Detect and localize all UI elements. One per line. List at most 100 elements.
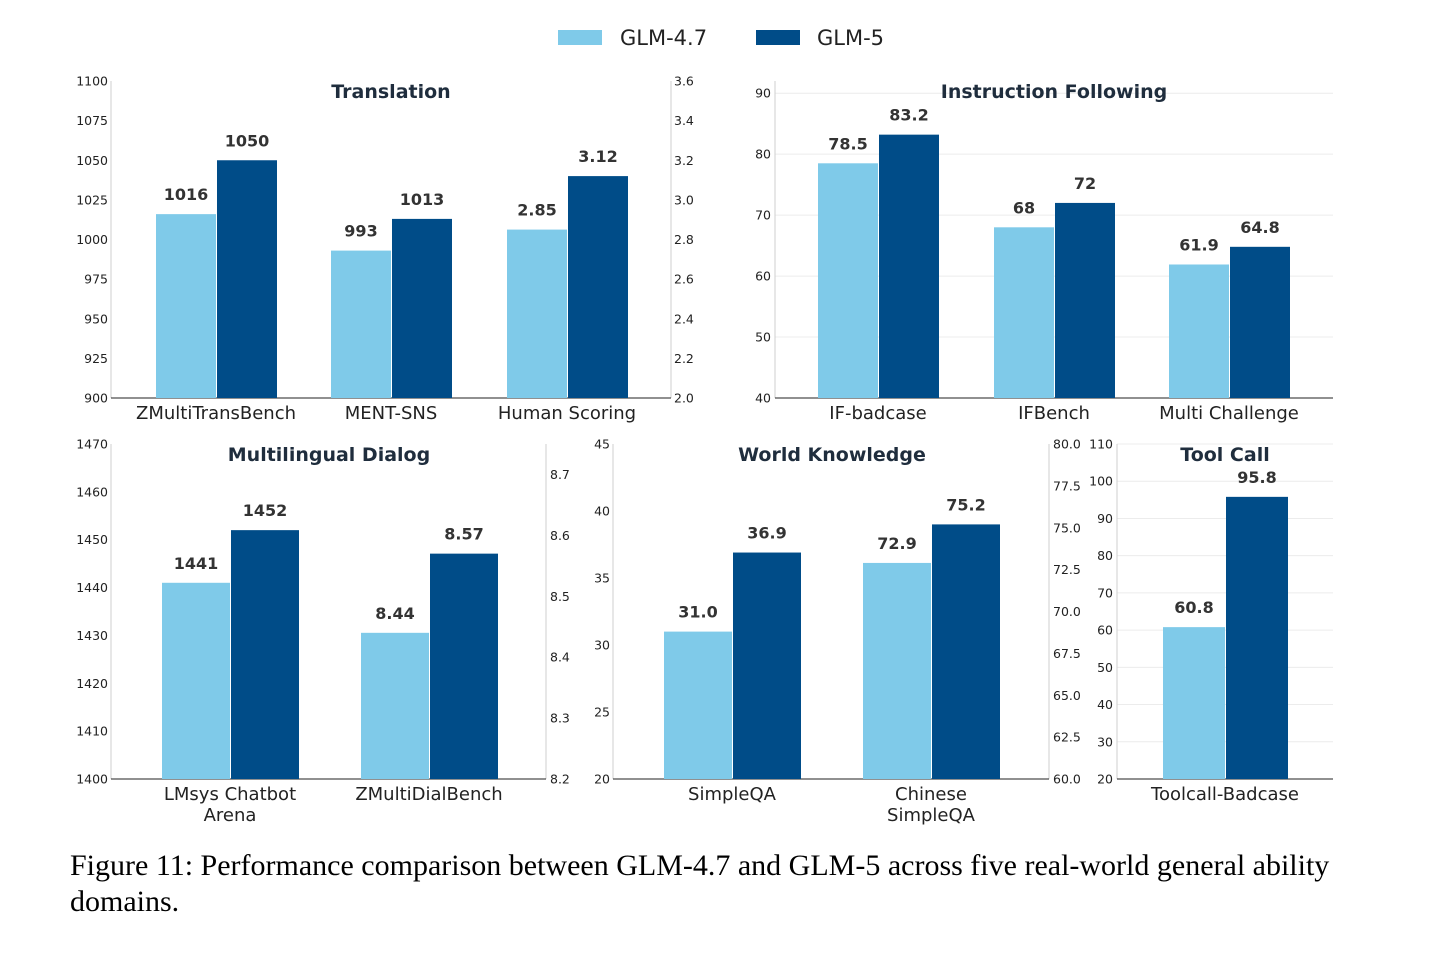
bar-glm-5-1 xyxy=(733,552,801,779)
y-tick-left-4: 50 xyxy=(1097,660,1113,675)
data-label-2-3: 64.8 xyxy=(1240,218,1279,237)
bar-glm-5-1 xyxy=(879,134,939,398)
y-tick-left-8: 90 xyxy=(1097,511,1113,526)
data-label-1-2: 72.9 xyxy=(877,534,916,553)
y-tick-left-4: 1430 xyxy=(76,628,108,643)
bar-glm-5-2 xyxy=(1055,202,1115,398)
y-tick-left-1: 900 xyxy=(84,391,108,406)
category-label-3: Multi Challenge xyxy=(1159,403,1299,424)
chart-panel-4: 20 25 30 35 40 45 60.0 62.5 65.0 67.5 70.0 72.5 75.0… xyxy=(594,437,1081,827)
category-label-3: Human Scoring xyxy=(498,403,636,424)
bar-glm-4-7-2 xyxy=(331,250,391,398)
bar-glm-5-3 xyxy=(568,176,628,398)
bar-glm-5-2 xyxy=(392,218,452,398)
y-tick-left-5: 1000 xyxy=(76,232,108,247)
y-tick-right-4: 2.6 xyxy=(674,272,694,287)
y-tick-right-1: 2.0 xyxy=(674,391,694,406)
y-tick-right-6: 3.0 xyxy=(674,192,694,207)
category-label-1-line-1: LMsys Chatbot xyxy=(164,784,296,805)
data-label-2-2: 1013 xyxy=(400,190,445,209)
legend-label-1: GLM-4.7 xyxy=(620,26,707,50)
y-tick-left-7: 80 xyxy=(1097,548,1113,563)
data-label-1-2: 993 xyxy=(344,222,377,241)
y-tick-left-10: 110 xyxy=(1089,437,1113,452)
y-tick-left-4: 35 xyxy=(594,571,610,586)
data-label-2-1: 95.8 xyxy=(1237,468,1276,487)
bar-glm-4-7-2 xyxy=(863,562,931,779)
bar-glm-4-7-1 xyxy=(664,631,732,779)
chart-panel-2: 40 50 60 70 80 90 Instruction Following 78.5 83.… xyxy=(755,81,1333,424)
y-tick-left-1: 1400 xyxy=(76,772,108,787)
bar-glm-4-7-1 xyxy=(162,582,230,779)
y-tick-right-5: 8.6 xyxy=(550,528,570,543)
y-tick-left-6: 1450 xyxy=(76,532,108,547)
data-label-2-2: 75.2 xyxy=(946,495,985,514)
category-label-1: SimpleQA xyxy=(688,784,777,805)
y-tick-left-6: 90 xyxy=(755,86,771,101)
data-label-2-2: 72 xyxy=(1074,174,1096,193)
y-tick-left-5: 1440 xyxy=(76,580,108,595)
chart-title: Instruction Following xyxy=(941,81,1167,103)
y-tick-left-3: 40 xyxy=(1097,697,1113,712)
y-tick-left-5: 40 xyxy=(594,504,610,519)
category-label-2: IFBench xyxy=(1018,403,1090,424)
bar-glm-5-1 xyxy=(217,160,277,398)
y-tick-left-2: 30 xyxy=(1097,734,1113,749)
bar-glm-5-1 xyxy=(1226,496,1288,779)
chart-title: Tool Call xyxy=(1180,444,1269,466)
chart-title: Multilingual Dialog xyxy=(228,444,430,466)
y-tick-left-8: 1470 xyxy=(76,437,108,452)
chart-title: Translation xyxy=(331,81,450,103)
category-label-2-line-2: SimpleQA xyxy=(887,805,976,826)
y-tick-left-2: 925 xyxy=(84,351,108,366)
y-tick-left-1: 40 xyxy=(755,391,771,406)
data-label-1-2: 8.44 xyxy=(375,604,414,623)
bar-glm-4-7-1 xyxy=(818,163,878,398)
legend-swatch-1 xyxy=(558,30,602,45)
y-tick-right-4: 67.5 xyxy=(1053,646,1081,661)
y-tick-left-9: 100 xyxy=(1089,474,1113,489)
y-tick-right-3: 8.4 xyxy=(550,650,570,665)
y-tick-right-5: 2.8 xyxy=(674,232,694,247)
bar-glm-4-7-1 xyxy=(156,214,216,398)
y-tick-right-1: 8.2 xyxy=(550,772,570,787)
y-tick-right-2: 62.5 xyxy=(1053,730,1081,745)
y-tick-right-3: 65.0 xyxy=(1053,688,1081,703)
bar-glm-5-2 xyxy=(430,553,498,779)
category-label-2: MENT-SNS xyxy=(345,403,438,424)
y-tick-right-7: 75.0 xyxy=(1053,520,1081,535)
y-tick-left-1: 20 xyxy=(594,772,610,787)
y-tick-right-2: 8.3 xyxy=(550,711,570,726)
data-label-1-1: 60.8 xyxy=(1174,598,1213,617)
data-label-1-1: 1441 xyxy=(174,554,219,573)
y-tick-left-9: 1100 xyxy=(76,74,108,89)
y-tick-right-7: 3.2 xyxy=(674,153,694,168)
category-label-1: Toolcall-Badcase xyxy=(1150,784,1299,805)
y-tick-left-7: 1460 xyxy=(76,484,108,499)
bar-glm-5-3 xyxy=(1230,246,1290,398)
y-tick-left-6: 45 xyxy=(594,437,610,452)
figure-caption: Figure 11: Performance comparison betwee… xyxy=(70,849,1330,918)
category-label-1-line-2: Arena xyxy=(204,805,257,826)
bar-glm-4-7-3 xyxy=(1169,264,1229,398)
category-label-2: ZMultiDialBench xyxy=(355,784,502,805)
y-tick-left-3: 60 xyxy=(755,269,771,284)
data-label-2-1: 1452 xyxy=(243,501,288,520)
y-tick-left-2: 50 xyxy=(755,330,771,345)
data-label-2-1: 83.2 xyxy=(889,106,928,125)
data-label-1-1: 31.0 xyxy=(678,603,717,622)
y-tick-left-3: 30 xyxy=(594,638,610,653)
data-label-2-1: 1050 xyxy=(225,131,270,150)
y-tick-left-3: 1420 xyxy=(76,676,108,691)
y-tick-left-6: 70 xyxy=(1097,585,1113,600)
bar-glm-4-7-3 xyxy=(507,229,567,398)
y-tick-left-5: 80 xyxy=(755,147,771,162)
data-label-1-1: 78.5 xyxy=(828,134,867,153)
y-tick-left-7: 1050 xyxy=(76,153,108,168)
y-tick-right-4: 8.5 xyxy=(550,589,570,604)
chart-panel-3: 1400 1410 1420 1430 1440 1450 1460 1470 8.2 8.3 8.… xyxy=(76,437,570,827)
y-tick-left-2: 1410 xyxy=(76,724,108,739)
y-tick-left-2: 25 xyxy=(594,705,610,720)
bar-glm-4-7-2 xyxy=(994,227,1054,398)
